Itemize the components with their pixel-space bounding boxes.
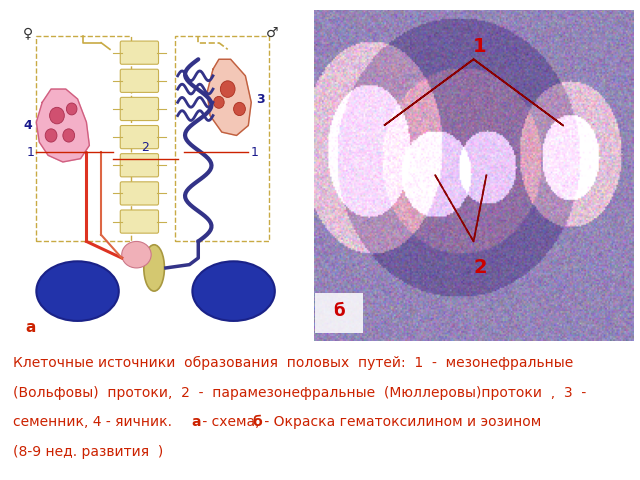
Polygon shape (36, 89, 90, 162)
FancyBboxPatch shape (120, 125, 159, 149)
Text: б: б (252, 416, 262, 430)
Circle shape (67, 103, 77, 115)
Text: 4: 4 (23, 119, 32, 132)
Circle shape (234, 102, 245, 116)
Text: (Вольфовы)  протоки,  2  -  парамезонефральные  (Мюллеровы)протоки  ,  3  -: (Вольфовы) протоки, 2 - парамезонефральн… (13, 386, 586, 400)
FancyBboxPatch shape (120, 210, 159, 233)
Text: 2: 2 (141, 141, 149, 154)
Text: Клеточные источники  образования  половых  путей:  1  -  мезонефральные: Клеточные источники образования половых … (13, 356, 573, 371)
Text: 3: 3 (256, 93, 264, 106)
Text: ♂: ♂ (266, 26, 278, 40)
Text: (8-9 нед. развития  ): (8-9 нед. развития ) (13, 445, 163, 459)
Text: б: б (333, 302, 345, 320)
FancyBboxPatch shape (120, 41, 159, 64)
Text: 2: 2 (473, 258, 487, 277)
Polygon shape (207, 60, 252, 135)
Circle shape (214, 96, 224, 108)
FancyBboxPatch shape (316, 293, 364, 333)
FancyBboxPatch shape (120, 182, 159, 205)
Ellipse shape (144, 245, 164, 291)
Circle shape (220, 81, 235, 97)
Text: - Окраска гематоксилином и эозином: - Окраска гематоксилином и эозином (260, 416, 541, 430)
Ellipse shape (36, 261, 119, 321)
Text: 1: 1 (26, 145, 35, 158)
Text: 1: 1 (473, 36, 487, 56)
Text: семенник, 4 - яичник.: семенник, 4 - яичник. (13, 416, 202, 430)
FancyBboxPatch shape (120, 97, 159, 120)
FancyBboxPatch shape (120, 69, 159, 93)
Text: а: а (191, 416, 200, 430)
Text: 1: 1 (250, 145, 258, 158)
Text: - схема,: - схема, (198, 416, 264, 430)
Ellipse shape (122, 241, 151, 268)
Text: а: а (25, 320, 36, 335)
Text: ♀: ♀ (22, 26, 33, 40)
Circle shape (45, 129, 57, 142)
Ellipse shape (193, 261, 275, 321)
FancyBboxPatch shape (120, 154, 159, 177)
Circle shape (50, 108, 65, 124)
Circle shape (63, 129, 75, 142)
